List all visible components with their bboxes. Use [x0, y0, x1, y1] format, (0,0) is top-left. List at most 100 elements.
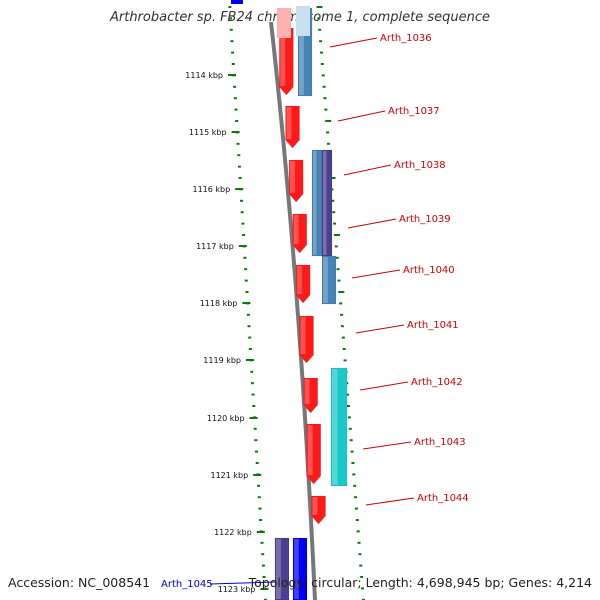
right-tick [354, 496, 358, 499]
reverse-gene[interactable] [321, 255, 337, 305]
right-tick [324, 108, 328, 111]
right-tick [337, 279, 341, 282]
left-tick [229, 17, 233, 20]
gene-label[interactable]: Arth_1045 [161, 579, 213, 590]
scale-label: 1119 kbp [203, 356, 241, 365]
left-tick [248, 348, 252, 350]
forward-gene-faint[interactable] [277, 8, 291, 38]
chromosome-backbone [269, 21, 317, 600]
right-tick [340, 325, 344, 328]
left-tick [233, 85, 237, 88]
gene-label[interactable]: Arth_1043 [414, 437, 466, 448]
right-tick [356, 530, 360, 533]
major-tick [260, 588, 269, 590]
scale-label: 1120 kbp [207, 414, 245, 423]
left-tick [240, 211, 244, 214]
left-tick [254, 439, 258, 442]
left-tick [237, 154, 241, 157]
forward-gene[interactable] [285, 105, 300, 149]
left-tick [243, 256, 247, 259]
reverse-gene[interactable] [292, 537, 308, 600]
right-tick [357, 541, 361, 544]
right-tick [346, 393, 350, 396]
accession-text: Accession: NC_008541 [8, 575, 151, 590]
right-tick [317, 17, 321, 20]
reverse-gene[interactable] [274, 537, 290, 600]
gene-label-leader [337, 110, 386, 122]
gene-label[interactable]: Arth_1040 [403, 265, 455, 276]
reverse-gene-fragment[interactable] [231, 0, 243, 4]
left-tick [260, 541, 264, 544]
gene-label-leader [351, 269, 401, 279]
left-tick [238, 177, 242, 179]
gene-label[interactable]: Arth_1044 [417, 493, 469, 504]
scale-label: 1114 kbp [185, 71, 223, 80]
gene-label-leader [362, 441, 412, 450]
right-tick [351, 462, 355, 464]
right-tick [359, 564, 363, 567]
left-tick [252, 405, 256, 407]
left-tick [244, 268, 248, 271]
reverse-gene-faint[interactable] [296, 6, 310, 36]
forward-gene[interactable] [279, 27, 294, 96]
genome-summary-text: Topology: circular; Length: 4,698,945 bp… [248, 575, 592, 590]
scale-label: 1118 kbp [200, 299, 238, 308]
right-tick [340, 313, 344, 316]
forward-gene[interactable] [306, 423, 321, 485]
left-tick [257, 484, 261, 487]
scale-label: 1115 kbp [189, 128, 227, 137]
gene-label-leader [343, 164, 392, 176]
right-tick [326, 131, 330, 134]
right-tick [358, 553, 362, 556]
left-tick [236, 142, 240, 145]
right-tick [341, 336, 345, 339]
forward-gene[interactable] [311, 495, 326, 525]
reverse-gene[interactable] [311, 149, 323, 257]
gene-label[interactable]: Arth_1037 [388, 106, 440, 117]
scale-label: 1116 kbp [192, 185, 230, 194]
left-tick [262, 576, 266, 578]
right-tick [348, 427, 352, 430]
left-tick [257, 496, 261, 499]
right-tick [347, 405, 351, 407]
gene-label[interactable]: Arth_1041 [407, 320, 459, 331]
gene-label[interactable]: Arth_1042 [411, 377, 463, 388]
forward-gene[interactable] [299, 315, 314, 364]
left-tick [233, 97, 237, 100]
right-tick [353, 484, 357, 487]
right-tick [361, 587, 365, 590]
right-tick [325, 120, 332, 122]
right-tick [322, 85, 326, 88]
right-tick [323, 97, 327, 100]
forward-gene[interactable] [288, 159, 304, 203]
left-tick [247, 325, 251, 328]
right-tick [360, 576, 364, 578]
left-tick [228, 6, 232, 8]
left-tick [244, 279, 248, 282]
left-tick [259, 519, 263, 521]
forward-gene[interactable] [303, 377, 318, 414]
left-tick [237, 165, 241, 168]
gene-label[interactable]: Arth_1036 [380, 33, 432, 44]
reverse-gene-cyan[interactable] [330, 367, 348, 487]
major-tick [231, 131, 240, 133]
right-tick [320, 63, 324, 65]
major-tick [235, 188, 244, 190]
gene-label[interactable]: Arth_1039 [399, 214, 451, 225]
right-tick [319, 51, 323, 54]
gene-label[interactable]: Arth_1038 [394, 160, 446, 171]
left-tick [231, 51, 235, 54]
major-tick [246, 359, 254, 361]
reverse-gene[interactable] [321, 149, 333, 257]
forward-gene[interactable] [292, 213, 307, 254]
left-tick [263, 598, 267, 600]
gene-label-leader [329, 37, 378, 48]
gene-features[interactable] [231, 0, 348, 600]
forward-gene[interactable] [295, 264, 311, 304]
right-tick [318, 28, 322, 31]
gene-label-leader [347, 218, 397, 229]
right-tick [332, 211, 336, 214]
gene-labels[interactable]: Arth_1036 Arth_1037 Arth_1038 Arth_1039 Arth… [161, 33, 469, 590]
left-tick [231, 63, 235, 65]
